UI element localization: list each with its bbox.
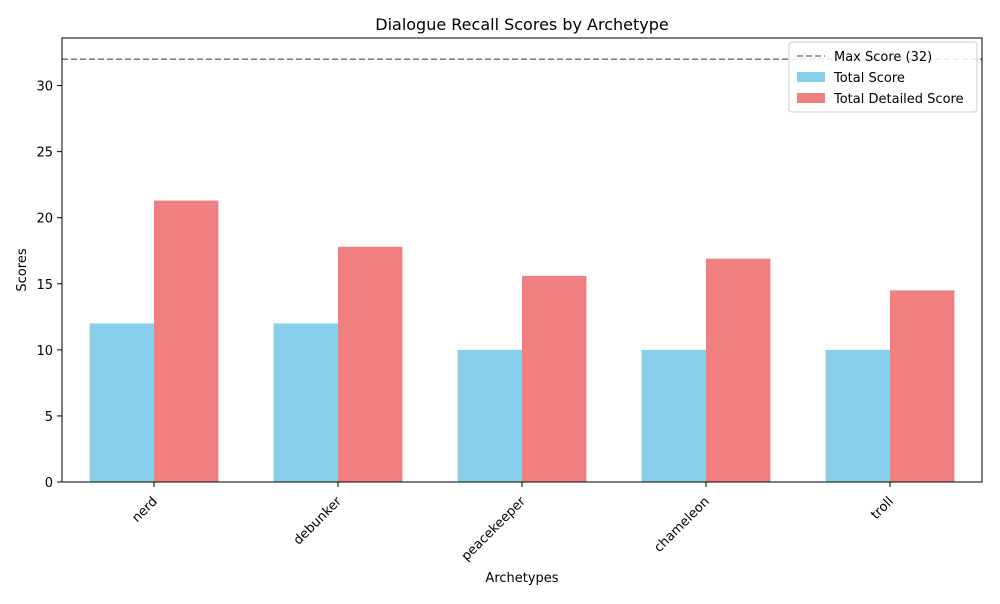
x-tick-label: troll [868,494,897,523]
legend-swatch-total-score [797,72,825,82]
plot-area: nerd debunker peacekeeper chameleon troll 0 5 1… [36,37,983,564]
bar-debunker-total-score [273,323,338,482]
bar-nerd-total-detailed-score [154,200,219,483]
legend-label: Total Detailed Score [833,92,964,107]
bar-peacekeeper-total-score [457,349,522,482]
bar-peacekeeper-total-detailed-score [522,275,587,482]
chart-title: Dialogue Recall Scores by Archetype [375,15,669,34]
bar-chameleon-total-score [641,349,706,482]
y-axis-title: Scores [15,248,30,291]
y-tick-label: 0 [45,476,53,491]
x-axis-title: Archetypes [485,571,558,586]
bar-chameleon-total-detailed-score [706,258,771,482]
bar-nerd-total-score [89,323,154,482]
legend-swatch-total-detailed-score [797,93,825,103]
y-tick-label: 30 [36,80,53,95]
x-tick-label: debunker [291,494,345,548]
y-tick-label: 25 [36,146,53,161]
plot-frame [61,37,983,483]
legend-box [788,41,978,113]
x-tick-label: nerd [129,494,161,526]
bar-troll-total-score [825,349,890,482]
y-tick-label: 15 [36,278,53,293]
bar-troll-total-detailed-score [890,290,955,482]
legend: Max Score (32) Total Score Total Detailed … [788,41,978,113]
legend-label: Total Score [833,71,905,86]
y-tick-label: 5 [45,410,53,425]
x-tick-label: chameleon [651,494,712,555]
y-tick-label: 10 [36,344,53,359]
legend-label: Max Score (32) [834,50,932,65]
x-tick-label: peacekeeper [459,494,529,564]
y-tick-label: 20 [36,212,53,227]
bar-debunker-total-detailed-score [338,246,403,482]
